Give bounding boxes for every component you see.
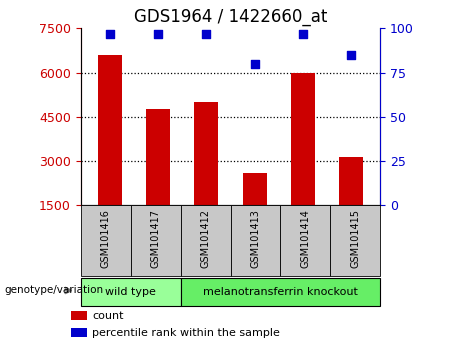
Bar [181,278,380,306]
Text: count: count [92,311,124,321]
Bar [242,173,267,250]
Point [106,31,113,36]
Bar [81,205,130,276]
Text: percentile rank within the sample: percentile rank within the sample [92,329,280,338]
Text: GSM101415: GSM101415 [350,209,361,268]
Point [299,31,307,36]
Title: GDS1964 / 1422660_at: GDS1964 / 1422660_at [134,8,327,25]
Bar [331,205,380,276]
Point [154,31,162,36]
Text: genotype/variation: genotype/variation [5,285,104,296]
Bar [71,329,87,337]
Text: GSM101416: GSM101416 [100,209,111,268]
Bar [230,205,280,276]
Point [348,52,355,58]
Bar [194,102,219,250]
Bar [339,156,363,250]
Bar [130,205,181,276]
Text: GSM101412: GSM101412 [201,209,211,268]
Point [251,61,258,67]
Bar [291,73,315,250]
Bar [98,55,122,250]
Text: GSM101414: GSM101414 [301,209,310,268]
Bar [280,205,331,276]
Text: GSM101413: GSM101413 [250,209,260,268]
Bar [181,205,230,276]
Text: melanotransferrin knockout: melanotransferrin knockout [203,287,358,297]
Bar [146,109,170,250]
Text: wild type: wild type [105,287,156,297]
Bar [71,311,87,320]
Bar [81,278,181,306]
Text: GSM101417: GSM101417 [151,209,160,268]
Point [203,31,210,36]
